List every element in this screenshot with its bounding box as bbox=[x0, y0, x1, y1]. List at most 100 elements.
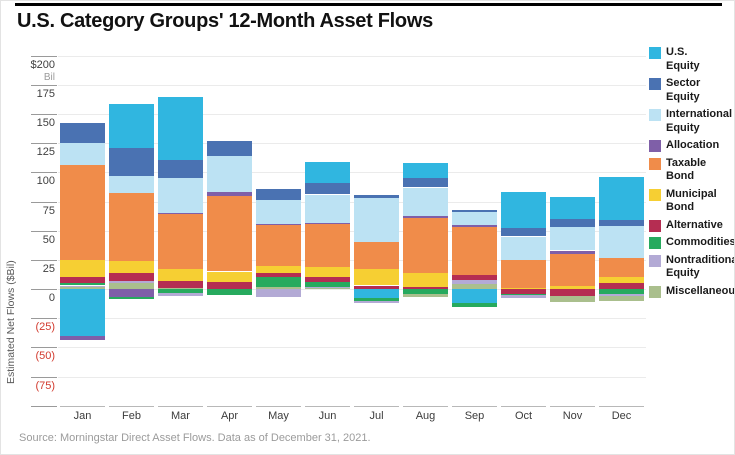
y-axis-label: (25) bbox=[35, 321, 55, 334]
legend-item-miscellaneous: Miscellaneous bbox=[649, 285, 734, 299]
gridline bbox=[58, 201, 646, 203]
y-axis-label: 125 bbox=[36, 146, 55, 159]
x-axis-tick-jul bbox=[354, 406, 399, 407]
x-axis-tick-jun bbox=[305, 406, 350, 407]
bar-segment-nov-sector-equity bbox=[550, 219, 595, 228]
bar-segment-apr-taxable-bond bbox=[207, 195, 252, 272]
bar-segment-apr-allocation bbox=[207, 192, 252, 196]
gridline bbox=[58, 230, 646, 232]
bar-segment-jun-u-s-equity bbox=[305, 161, 350, 183]
gridline bbox=[58, 55, 646, 57]
bar-segment-feb-municipal-bond bbox=[109, 261, 154, 273]
x-axis-tick-sep bbox=[452, 406, 497, 407]
bar-segment-sep-allocation bbox=[452, 224, 497, 228]
bar-segment-jan-international-equity bbox=[60, 143, 105, 166]
y-axis-label: 150 bbox=[36, 117, 55, 129]
bar-segment-jun-sector-equity bbox=[305, 182, 350, 195]
bar-segment-dec-u-s-equity bbox=[599, 177, 644, 221]
bar-segment-sep-alternative bbox=[452, 275, 497, 280]
legend-label: Allocation bbox=[666, 139, 720, 151]
gridline bbox=[58, 259, 646, 261]
legend-swatch bbox=[649, 47, 661, 59]
legend-label: Nontraditional Equity bbox=[666, 253, 735, 280]
bar-segment-mar-commodities bbox=[158, 289, 203, 293]
legend-item-alternative: Alternative bbox=[649, 219, 734, 233]
bar-segment-jan-taxable-bond bbox=[60, 165, 105, 260]
bar-segment-sep-miscellaneous bbox=[452, 284, 497, 289]
bar-segment-jan-alternative bbox=[60, 277, 105, 284]
y-axis-tick bbox=[31, 143, 57, 145]
y-axis-tick bbox=[31, 84, 57, 86]
y-axis-tick bbox=[31, 289, 57, 290]
bar-segment-dec-miscellaneous bbox=[599, 296, 644, 301]
bar-segment-mar-u-s-equity bbox=[158, 96, 203, 160]
bar-segment-jan-commodities bbox=[60, 283, 105, 286]
bar-segment-jan-miscellaneous bbox=[60, 286, 105, 289]
bar-segment-feb-alternative bbox=[109, 272, 154, 281]
bar-segment-dec-sector-equity bbox=[599, 220, 644, 226]
bar-segment-dec-nontraditional-equity bbox=[599, 293, 644, 296]
bar-segment-aug-sector-equity bbox=[403, 178, 448, 188]
gridline bbox=[58, 347, 646, 349]
legend-swatch bbox=[649, 285, 661, 298]
bar-segment-oct-u-s-equity bbox=[501, 192, 546, 229]
bar-segment-jan-allocation bbox=[60, 335, 105, 341]
bar-segment-jun-taxable-bond bbox=[305, 223, 350, 267]
legend-label: International Equity bbox=[666, 108, 733, 134]
bar-segment-may-sector-equity bbox=[256, 188, 301, 201]
bar-segment-sep-taxable-bond bbox=[452, 227, 497, 275]
y-axis-label: 75 bbox=[42, 204, 55, 217]
y-axis-tick bbox=[31, 230, 57, 232]
bar-segment-oct-municipal-bond bbox=[501, 287, 546, 289]
bar-segment-jan-u-s-equity bbox=[60, 289, 105, 336]
bar-segment-feb-commodities bbox=[109, 297, 154, 300]
y-axis-tick bbox=[31, 259, 57, 261]
bar-segment-oct-commodities bbox=[501, 293, 546, 295]
bar-segment-feb-nontraditional-equity bbox=[109, 280, 154, 284]
bar-segment-mar-taxable-bond bbox=[158, 214, 203, 270]
legend-item-municipal-bond: Municipal Bond bbox=[649, 187, 734, 215]
x-axis-label-sep: Sep bbox=[464, 410, 485, 422]
legend: U.S. Equity Sector Equity International Eq… bbox=[649, 46, 735, 299]
gridline bbox=[58, 143, 646, 145]
legend-label: Commodities bbox=[666, 236, 735, 248]
bar-segment-mar-sector-equity bbox=[158, 159, 203, 179]
bar-segment-jun-allocation bbox=[305, 222, 350, 224]
bar-segment-oct-alternative bbox=[501, 289, 546, 294]
y-axis-label: (75) bbox=[35, 379, 55, 392]
bar-segment-aug-commodities bbox=[403, 289, 448, 294]
y-axis-tick bbox=[31, 405, 57, 407]
bar-segment-jan-sector-equity bbox=[60, 123, 105, 144]
bar-segment-sep-u-s-equity bbox=[452, 289, 497, 303]
bar-segment-feb-u-s-equity bbox=[109, 103, 154, 148]
x-axis-label-jul: Jul bbox=[369, 410, 384, 422]
bar-segment-feb-taxable-bond bbox=[109, 193, 154, 261]
bar-segment-feb-allocation bbox=[109, 289, 154, 298]
bar-segment-aug-u-s-equity bbox=[403, 163, 448, 179]
bar-segment-jan-municipal-bond bbox=[60, 259, 105, 278]
y-axis-label: 25 bbox=[42, 262, 55, 275]
legend-swatch bbox=[649, 237, 661, 249]
source-note: Source: Morningstar Direct Asset Flows. … bbox=[19, 432, 371, 444]
legend-swatch bbox=[649, 140, 661, 152]
bar-segment-oct-sector-equity bbox=[501, 228, 546, 237]
bar-segment-nov-alternative bbox=[550, 289, 595, 296]
legend-label: Municipal Bond bbox=[666, 187, 717, 214]
bar-segment-sep-international-equity bbox=[452, 212, 497, 225]
bar-segment-jul-municipal-bond bbox=[354, 269, 399, 286]
bar-segment-jan-nontraditional-equity bbox=[60, 285, 105, 287]
bar-segment-oct-taxable-bond bbox=[501, 259, 546, 288]
gridline bbox=[58, 318, 646, 320]
bar-segment-jun-international-equity bbox=[305, 194, 350, 223]
bar-segment-apr-commodities bbox=[207, 289, 252, 295]
legend-item-u-s-equity: U.S. Equity bbox=[649, 46, 734, 73]
y-axis-tick bbox=[31, 318, 57, 320]
bar-segment-mar-allocation bbox=[158, 213, 203, 215]
y-axis-tick bbox=[31, 114, 57, 115]
bar-segment-jul-taxable-bond bbox=[354, 242, 399, 270]
legend-label: Taxable Bond bbox=[666, 156, 707, 183]
bar-segment-mar-nontraditional-equity bbox=[158, 292, 203, 296]
x-axis-label-jun: Jun bbox=[318, 410, 337, 422]
bar-segment-dec-taxable-bond bbox=[599, 257, 644, 278]
bar-segment-apr-municipal-bond bbox=[207, 271, 252, 282]
